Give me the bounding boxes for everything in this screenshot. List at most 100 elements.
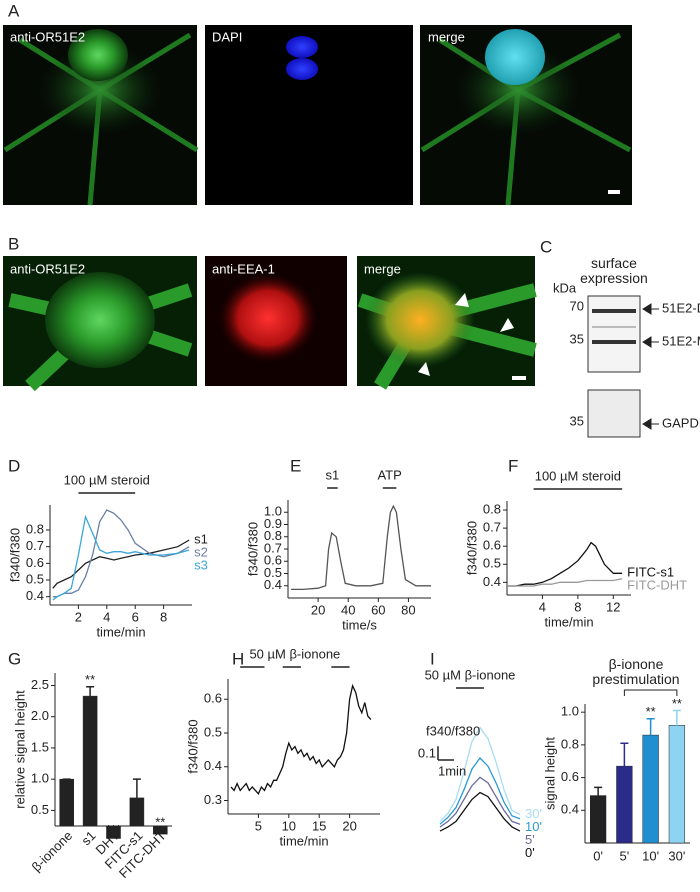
legend-label: s3 [194, 557, 208, 572]
x-tick-label: 10' [642, 848, 659, 863]
x-tick-label: β-ionone [29, 828, 76, 875]
y-tick-label: 0.7 [264, 540, 282, 555]
bracket [623, 689, 678, 696]
y-tick-label: 0.5 [31, 802, 49, 817]
y-tick-label: 0.6 [483, 538, 501, 553]
y-axis-label: f340/f380 [185, 719, 200, 773]
x-axis-label: time/min [544, 614, 593, 629]
x-tick-label: 4 [539, 599, 546, 614]
scale-bar-label: 1min [438, 763, 466, 778]
panel-label: I [430, 649, 435, 668]
image-label: anti-EEA-1 [212, 261, 275, 276]
y-axis-label: relative signal height [12, 690, 27, 809]
x-tick-label: 30' [668, 848, 685, 863]
x-tick-label: 80 [401, 602, 415, 617]
y-tick-label: 0.8 [483, 501, 501, 516]
chart-title: β-ionone prestimulation [592, 656, 680, 687]
blot-title: surface expression [580, 255, 648, 286]
y-tick-label: 2.0 [31, 708, 49, 723]
image-label: merge [364, 261, 401, 276]
data-line [52, 514, 190, 601]
y-tick-label: 0.9 [264, 516, 282, 531]
y-tick-label: 1.5 [31, 739, 49, 754]
x-tick-label: 12 [606, 599, 620, 614]
y-axis-label: f340/f380 [464, 521, 479, 575]
y-tick-label: 0.6 [204, 691, 222, 706]
data-line [52, 539, 190, 589]
scale-y-label: f340/f380 [426, 723, 480, 738]
x-tick-label: 2 [75, 609, 82, 624]
panel-label: A [8, 1, 20, 20]
bar [642, 734, 659, 844]
y-tick-label: 2.5 [31, 677, 49, 692]
stimulus-label: 50 µM β-ionone [425, 667, 516, 682]
x-axis-label: time/min [279, 833, 328, 848]
data-line [439, 776, 521, 828]
y-tick-label: 0.4 [483, 574, 501, 589]
y-tick-label: 0.4 [204, 758, 222, 773]
y-tick-label: 0.5 [204, 724, 222, 739]
panel-label: G [8, 649, 21, 668]
data-line [230, 683, 372, 795]
y-tick-label: 0.5 [483, 556, 501, 571]
significance: ** [646, 704, 656, 719]
y-tick-label: 0.6 [26, 555, 44, 570]
arrow [642, 418, 659, 430]
error-bar [156, 828, 165, 835]
error-bar [132, 778, 141, 798]
bar [590, 795, 607, 844]
x-tick-label: 5 [255, 818, 262, 833]
scale-bar-label: 0.1 [418, 745, 436, 760]
y-tick-label: 0.7 [483, 520, 501, 535]
x-tick-label: 10 [282, 818, 296, 833]
y-axis-label: signal height [542, 737, 557, 810]
legend-label: s2 [194, 544, 208, 559]
western-blot [587, 295, 641, 438]
arrow [642, 336, 659, 348]
image-label: anti-OR51E2 [10, 29, 85, 44]
band-label: 51E2-D [662, 300, 700, 315]
x-axis-label: time/s [342, 617, 377, 632]
image-label: merge [428, 29, 465, 44]
x-tick-label: 0' [593, 848, 603, 863]
micrograph: anti-OR51E2 [3, 256, 197, 392]
data-line [507, 578, 623, 587]
mw-marker: 35 [570, 413, 584, 428]
micrograph: merge [357, 256, 537, 390]
mw-marker: 35 [570, 331, 584, 346]
legend-label: 5' [525, 832, 535, 847]
legend-label: 10' [525, 819, 542, 834]
bar [59, 778, 74, 827]
y-axis-label: f340/f380 [7, 528, 22, 582]
error-bar [594, 786, 603, 796]
bar [129, 797, 145, 827]
y-tick-label: 0.6 [561, 769, 579, 784]
significance: ** [85, 672, 95, 687]
x-axis-label: time/min [96, 624, 145, 639]
panel-label: F [508, 456, 518, 475]
micrograph: merge [420, 25, 632, 206]
y-tick-label: 0.8 [26, 521, 44, 536]
band-label: GAPDH [662, 415, 700, 430]
x-tick-label: 5' [620, 848, 630, 863]
x-tick-label: 8 [574, 599, 581, 614]
unit-label: kDa [553, 280, 577, 295]
error-bar [109, 835, 118, 839]
x-tick-label: 6 [132, 609, 139, 624]
micrograph: DAPI [205, 25, 413, 205]
data-line [507, 541, 623, 587]
legend-label: FITC-s1 [627, 565, 674, 580]
significance: *** [106, 822, 121, 837]
x-tick-label: 20 [311, 602, 325, 617]
y-tick-label: 0.8 [264, 528, 282, 543]
stimulus-label: 50 µM β-ionone [249, 646, 340, 661]
x-tick-label: 15 [312, 818, 326, 833]
panel-label: D [8, 456, 20, 475]
image-label: DAPI [212, 29, 242, 44]
legend-label: FITC-DHT [627, 578, 687, 593]
error-bar [86, 685, 95, 697]
y-tick-label: 1.0 [264, 504, 282, 519]
bar [82, 695, 98, 827]
y-tick-label: 0.7 [26, 538, 44, 553]
